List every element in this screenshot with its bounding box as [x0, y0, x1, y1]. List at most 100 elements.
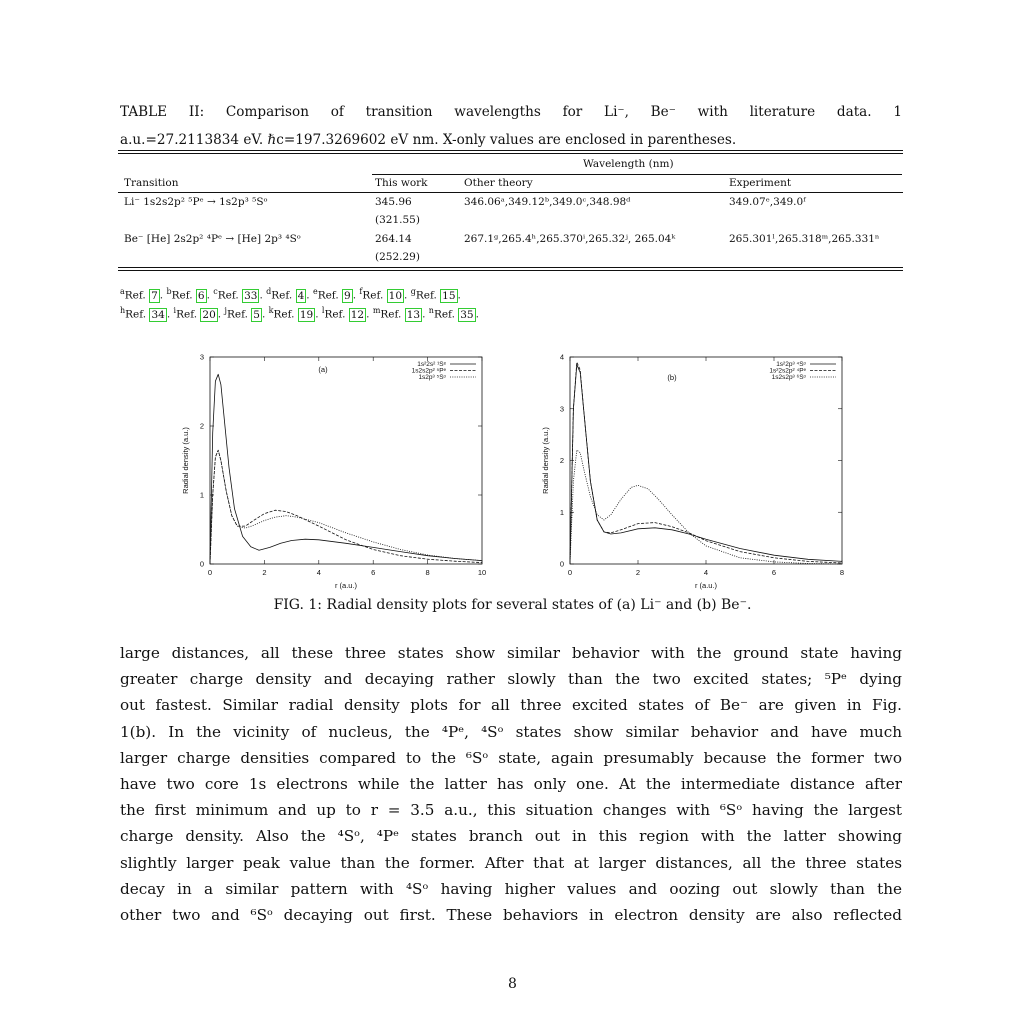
- table-footnotes-line-2: hRef. 34. iRef. 20. jRef. 5. kRef. 19. l…: [120, 306, 479, 322]
- footnote-ref-text: Ref.: [176, 308, 201, 321]
- panel-label: (b): [667, 373, 677, 382]
- footnote-ref-text: Ref.: [380, 308, 405, 321]
- body-text-line: 1(b). In the vicinity of nucleus, the ⁴P…: [120, 722, 902, 741]
- table-row-2-transition: Be⁻ [He] 2s2p² ⁴Pᵉ → [He] 2p³ ⁴Sᵒ: [124, 233, 301, 245]
- x-axis-label: r (a.u.): [695, 581, 718, 590]
- footnote-marker: l: [321, 306, 325, 315]
- y-tick-label: 2: [560, 456, 564, 465]
- y-tick-label: 3: [200, 353, 204, 362]
- x-tick-label: 0: [208, 568, 212, 577]
- series-line-2: [569, 361, 843, 565]
- legend-label: 1s2s2p³ ⁶Sᵒ: [772, 374, 807, 381]
- x-tick-label: 2: [262, 568, 266, 577]
- table-row-2-other-theory: 267.1ᵍ,265.4ʰ,265.370ⁱ,265.32ʲ, 265.04ᵏ: [464, 233, 676, 245]
- citation-link[interactable]: 19: [297, 307, 316, 322]
- citation-link[interactable]: 33: [242, 288, 260, 303]
- series-line-1: [209, 373, 483, 565]
- table-row-1-experiment: 349.07ᵉ,349.0ᶠ: [729, 196, 806, 208]
- citation-link[interactable]: 9: [342, 288, 353, 303]
- panel-label: (a): [318, 365, 328, 374]
- footnote-ref-text: Ref.: [433, 308, 459, 321]
- citation-link[interactable]: 7: [149, 288, 160, 303]
- footnote-separator: .: [315, 308, 322, 321]
- footnote-marker: f: [359, 287, 363, 296]
- footnote-separator: .: [457, 289, 461, 302]
- x-tick-label: 8: [426, 568, 430, 577]
- footnote-separator: .: [306, 289, 313, 302]
- table-caption-line-1: TABLE II: Comparison of transition wavel…: [120, 104, 902, 120]
- footnote-marker: a: [120, 287, 125, 296]
- body-text-line: charge density. Also the ⁴Sᵒ, ⁴Pᵉ states…: [120, 827, 902, 846]
- table-col-transition: Transition: [124, 177, 179, 189]
- citation-link[interactable]: 4: [295, 288, 307, 303]
- x-axis-label: r (a.u.): [335, 581, 358, 590]
- x-tick-label: 2: [636, 568, 640, 577]
- radial-density-plot-a: 0 2 4 6 8 10 0 1 2 3 r (a.u.) Radial density (a.u.)…: [181, 353, 486, 591]
- body-text-line: decay in a similar pattern with ⁴Sᵒ havi…: [120, 879, 902, 898]
- table-footnotes-line-1: aRef. 7. bRef. 6. cRef. 33. dRef. 4. eRe…: [120, 287, 461, 303]
- footnote-separator: .: [352, 289, 360, 302]
- body-text-line: larger charge densities compared to the …: [120, 748, 902, 767]
- y-axis-label: Radial density (a.u.): [541, 427, 550, 494]
- footnote-separator: .: [206, 289, 214, 302]
- y-tick-label: 1: [560, 508, 564, 517]
- footnote-marker: g: [410, 287, 416, 296]
- x-tick-label: 4: [704, 568, 708, 577]
- citation-link[interactable]: 15: [440, 288, 458, 303]
- footnote-marker: i: [173, 306, 177, 315]
- legend-label: 1s2p³ ⁵Sᵒ: [418, 374, 446, 381]
- citation-link[interactable]: 12: [348, 307, 367, 322]
- footnote-ref-text: Ref.: [124, 289, 150, 302]
- legend-label: 1s²2p³ ⁴Sᵒ: [776, 361, 806, 368]
- table-col-other-theory: Other theory: [464, 177, 533, 189]
- footnote-marker: j: [224, 306, 227, 315]
- x-tick-label: 6: [371, 568, 375, 577]
- radial-density-plot-b: 0 2 4 6 8 0 1 2 3 4 r (a.u.) Radial density (a.u.) (…: [541, 353, 844, 591]
- table-row-2-this-work-x: (252.29): [375, 251, 420, 263]
- citation-link[interactable]: 5: [251, 307, 262, 322]
- footnote-marker: b: [166, 287, 172, 296]
- footnote-marker: m: [372, 306, 381, 315]
- footnote-separator: .: [422, 308, 429, 321]
- y-tick-label: 1: [200, 491, 204, 500]
- table-row-1-other-theory: 346.06ᵃ,349.12ᵇ,349.0ᶜ,348.98ᵈ: [464, 196, 631, 208]
- table-group-header: Wavelength (nm): [583, 158, 674, 170]
- footnote-marker: k: [268, 306, 274, 315]
- footnote-marker: d: [266, 287, 272, 296]
- y-tick-label: 4: [560, 353, 564, 362]
- series-line-3: [569, 449, 843, 565]
- footnote-separator: .: [475, 308, 479, 321]
- figure-caption: FIG. 1: Radial density plots for several…: [273, 597, 752, 613]
- citation-link[interactable]: 35: [458, 307, 476, 322]
- legend-label: 1s²2s2p² ⁴Pᵉ: [769, 368, 806, 375]
- table-row-2-experiment: 265.301ˡ,265.318ᵐ,265.331ⁿ: [729, 233, 880, 245]
- y-tick-label: 0: [560, 560, 564, 569]
- citation-link[interactable]: 34: [149, 307, 167, 322]
- x-tick-label: 6: [772, 568, 776, 577]
- footnote-ref-text: Ref.: [125, 308, 150, 321]
- footnote-ref-text: Ref.: [273, 308, 298, 321]
- citation-link[interactable]: 20: [200, 307, 218, 322]
- legend-label: 1s2s2p² ⁵Pᵉ: [412, 368, 447, 375]
- footnote-separator: .: [261, 308, 269, 321]
- footnote-separator: .: [159, 289, 167, 302]
- citation-link[interactable]: 10: [386, 288, 405, 303]
- table-row-1-this-work: 345.96: [375, 196, 412, 208]
- table-caption-line-2: a.u.=27.2113834 eV. ℏc=197.3269602 eV nm…: [120, 132, 737, 148]
- footnote-marker: c: [213, 287, 218, 296]
- y-tick-label: 0: [200, 560, 204, 569]
- x-tick-label: 4: [317, 568, 321, 577]
- table-row-1-this-work-x: (321.55): [375, 214, 420, 226]
- body-text-line: out fastest. Similar radial density plot…: [120, 696, 902, 715]
- series-line-1: [569, 364, 843, 565]
- footnote-marker: n: [428, 306, 434, 315]
- footnote-separator: .: [217, 308, 225, 321]
- citation-link[interactable]: 13: [404, 307, 423, 322]
- body-text-line: have two core 1s electrons while the lat…: [120, 775, 902, 793]
- table-top-rule-1: [118, 150, 903, 151]
- series-line-3: [209, 449, 483, 565]
- y-tick-label: 2: [200, 422, 204, 431]
- citation-link[interactable]: 6: [195, 288, 207, 303]
- table-header-rule: [118, 192, 903, 193]
